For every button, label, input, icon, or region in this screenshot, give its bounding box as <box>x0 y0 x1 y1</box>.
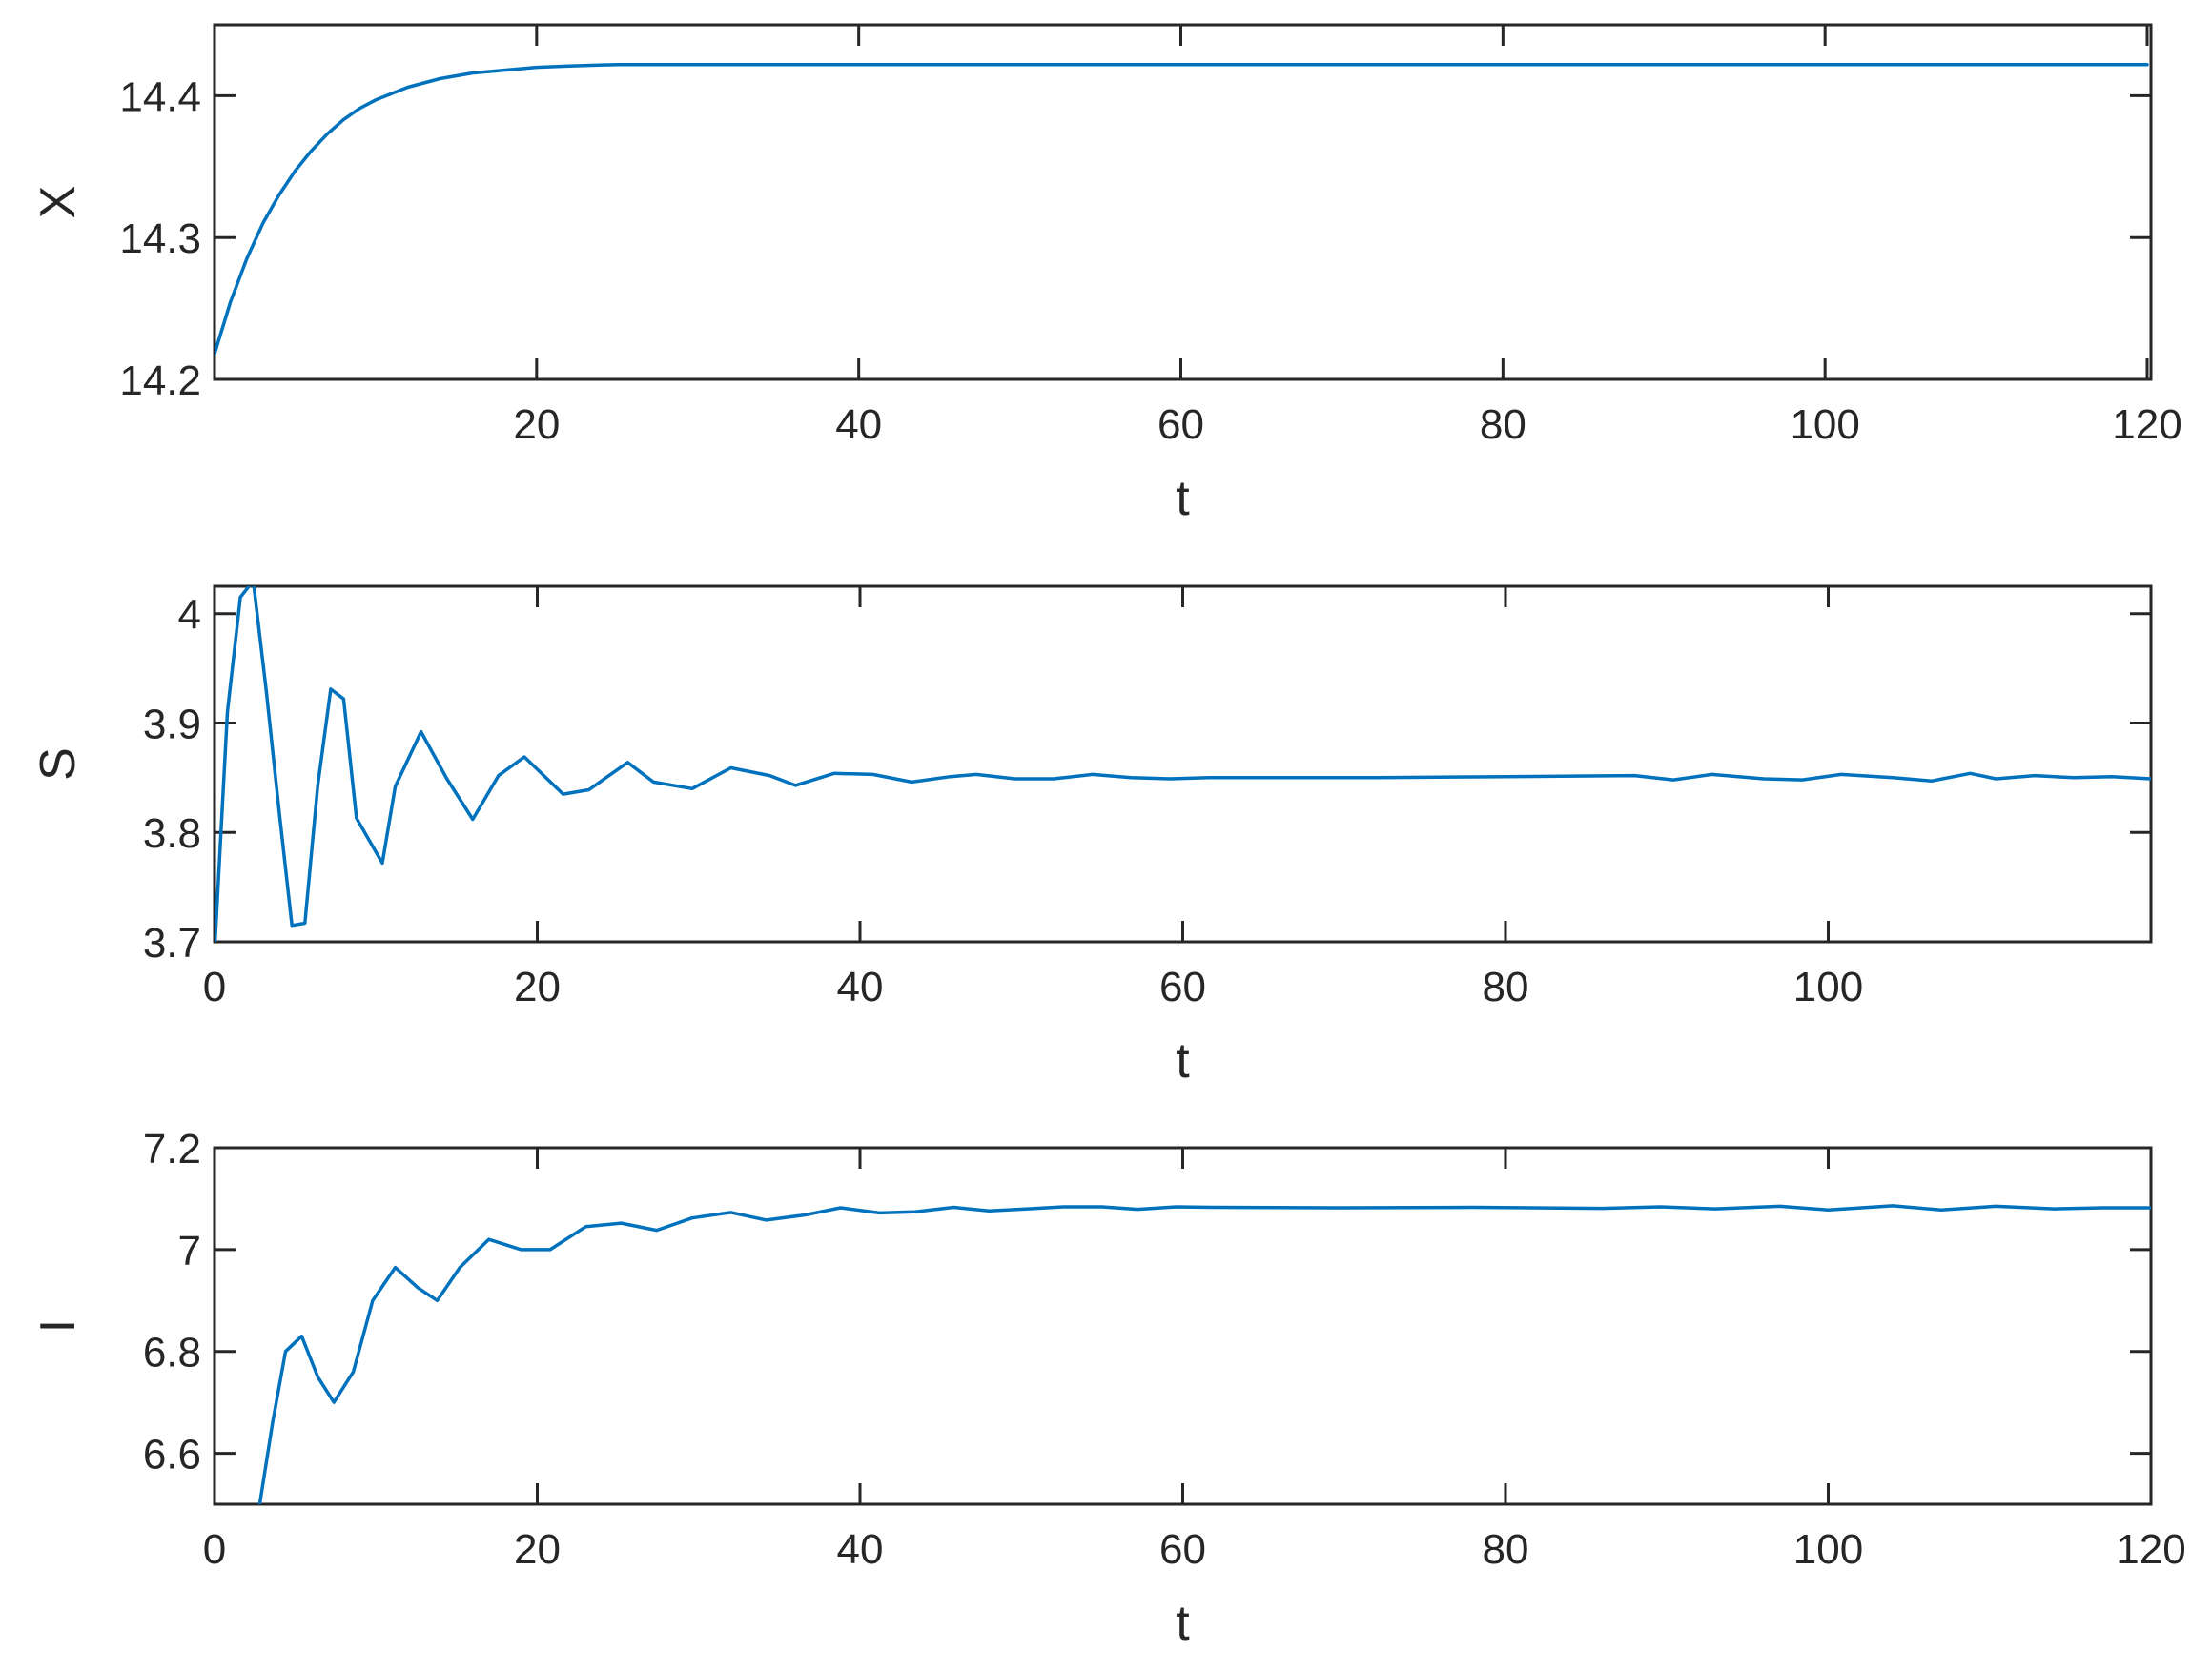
x-axis-label: t <box>1176 1596 1190 1651</box>
x-tick-label: 120 <box>2112 401 2181 448</box>
series-line-s <box>215 586 2151 942</box>
y-axis-label: X <box>31 186 86 219</box>
x-tick-label: 20 <box>513 401 560 448</box>
axes-box-s <box>213 584 2153 944</box>
x-tick-label: 40 <box>837 1526 884 1573</box>
axes-box-x <box>213 23 2153 381</box>
y-tick-label: 14.4 <box>119 73 201 120</box>
panel-x: 20 40 60 80 100 120 14.2 14.3 14.4 t X <box>31 23 2182 526</box>
x-tick-label: 20 <box>514 1526 561 1573</box>
panel-i: 0 20 40 60 80 100 120 6.6 6.8 7 7.2 t I <box>31 1126 2186 1651</box>
y-axis-label: S <box>31 747 86 781</box>
axes-box-i <box>213 1146 2153 1506</box>
x-tick-label: 20 <box>514 964 561 1010</box>
x-tick-label: 80 <box>1480 401 1526 448</box>
x-tick-label: 80 <box>1483 964 1529 1010</box>
x-tick-label: 0 <box>203 1526 226 1573</box>
x-tick-label: 0 <box>203 964 226 1010</box>
y-tick-label: 3.8 <box>143 810 201 857</box>
x-axis-label: t <box>1176 1033 1190 1089</box>
series-line-x <box>215 62 2149 356</box>
x-tick-label: 40 <box>837 964 884 1010</box>
x-tick-label: 100 <box>1793 1526 1863 1573</box>
x-tick-label: 80 <box>1483 1526 1529 1573</box>
y-tick-label: 7.2 <box>143 1126 201 1172</box>
x-tick-label: 60 <box>1159 964 1206 1010</box>
series-line-i <box>257 1204 2151 1504</box>
x-tick-label: 100 <box>1790 401 1859 448</box>
y-tick-label: 7 <box>178 1228 201 1274</box>
y-axis-label: I <box>31 1319 86 1333</box>
y-tick-label: 3.7 <box>143 920 201 967</box>
x-tick-label: 40 <box>835 401 882 448</box>
panel-s: 0 20 40 60 80 100 3.7 3.8 3.9 4 t S <box>31 584 2153 1089</box>
y-tick-label: 14.3 <box>119 215 201 262</box>
x-tick-label: 60 <box>1157 401 1204 448</box>
x-tick-label: 60 <box>1159 1526 1206 1573</box>
y-tick-label: 3.9 <box>143 701 201 747</box>
x-axis-label: t <box>1176 471 1190 526</box>
y-tick-label: 4 <box>178 592 201 639</box>
x-tick-label: 120 <box>2116 1526 2185 1573</box>
y-tick-label: 6.6 <box>143 1432 201 1478</box>
y-tick-label: 6.8 <box>143 1330 201 1376</box>
x-tick-label: 100 <box>1793 964 1863 1010</box>
y-tick-label: 14.2 <box>119 357 201 404</box>
